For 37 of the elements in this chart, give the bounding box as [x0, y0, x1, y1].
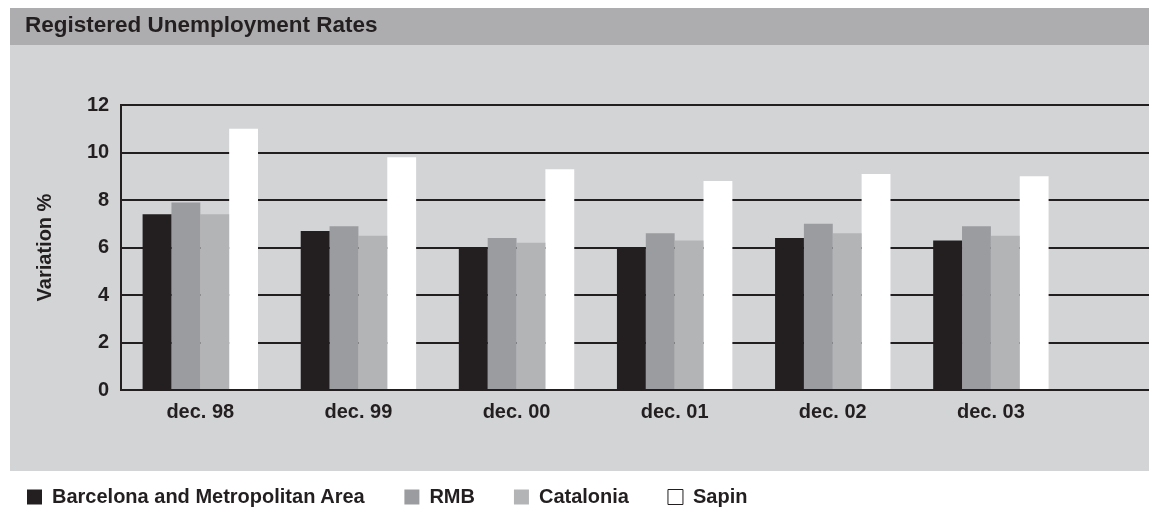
y-tick-label: 2	[98, 330, 110, 353]
x-tick-label: dec. 98	[166, 399, 235, 422]
legend-label: Sapin	[692, 484, 748, 507]
bar	[962, 226, 991, 389]
bar	[329, 226, 359, 389]
legend-label: Barcelona and Metropolitan Area	[52, 484, 366, 507]
y-tick-label: 4	[98, 282, 111, 305]
y-tick-label: 0	[98, 377, 110, 400]
bar	[229, 128, 259, 389]
y-tick-label: 10	[87, 140, 110, 163]
bar	[861, 173, 891, 389]
bar	[803, 223, 833, 389]
y-tick-label: 12	[87, 92, 110, 115]
bar	[200, 214, 230, 389]
bar	[487, 238, 517, 389]
legend-label: RMB	[429, 484, 475, 507]
bar	[387, 157, 417, 389]
x-tick-label: dec. 02	[798, 399, 867, 422]
y-tick-label: 8	[98, 187, 110, 210]
x-tick-label: dec. 00	[482, 399, 551, 422]
y-axis-title: Variation %	[32, 193, 55, 302]
bar	[674, 240, 704, 389]
bar	[832, 233, 862, 389]
x-tick-label: dec. 01	[640, 399, 709, 422]
chart-title: Registered Unemployment Rates	[25, 12, 378, 38]
x-tick-label: dec. 99	[324, 399, 393, 422]
x-tick-label: dec. 03	[956, 399, 1025, 422]
bar	[990, 235, 1020, 389]
bar	[645, 233, 675, 389]
bar	[358, 235, 388, 389]
bar	[545, 169, 575, 389]
bar	[1019, 176, 1049, 389]
bar	[516, 242, 546, 389]
bar	[703, 181, 733, 389]
y-tick-label: 6	[98, 235, 110, 258]
bar	[171, 202, 201, 389]
legend-label: Catalonia	[538, 484, 630, 507]
